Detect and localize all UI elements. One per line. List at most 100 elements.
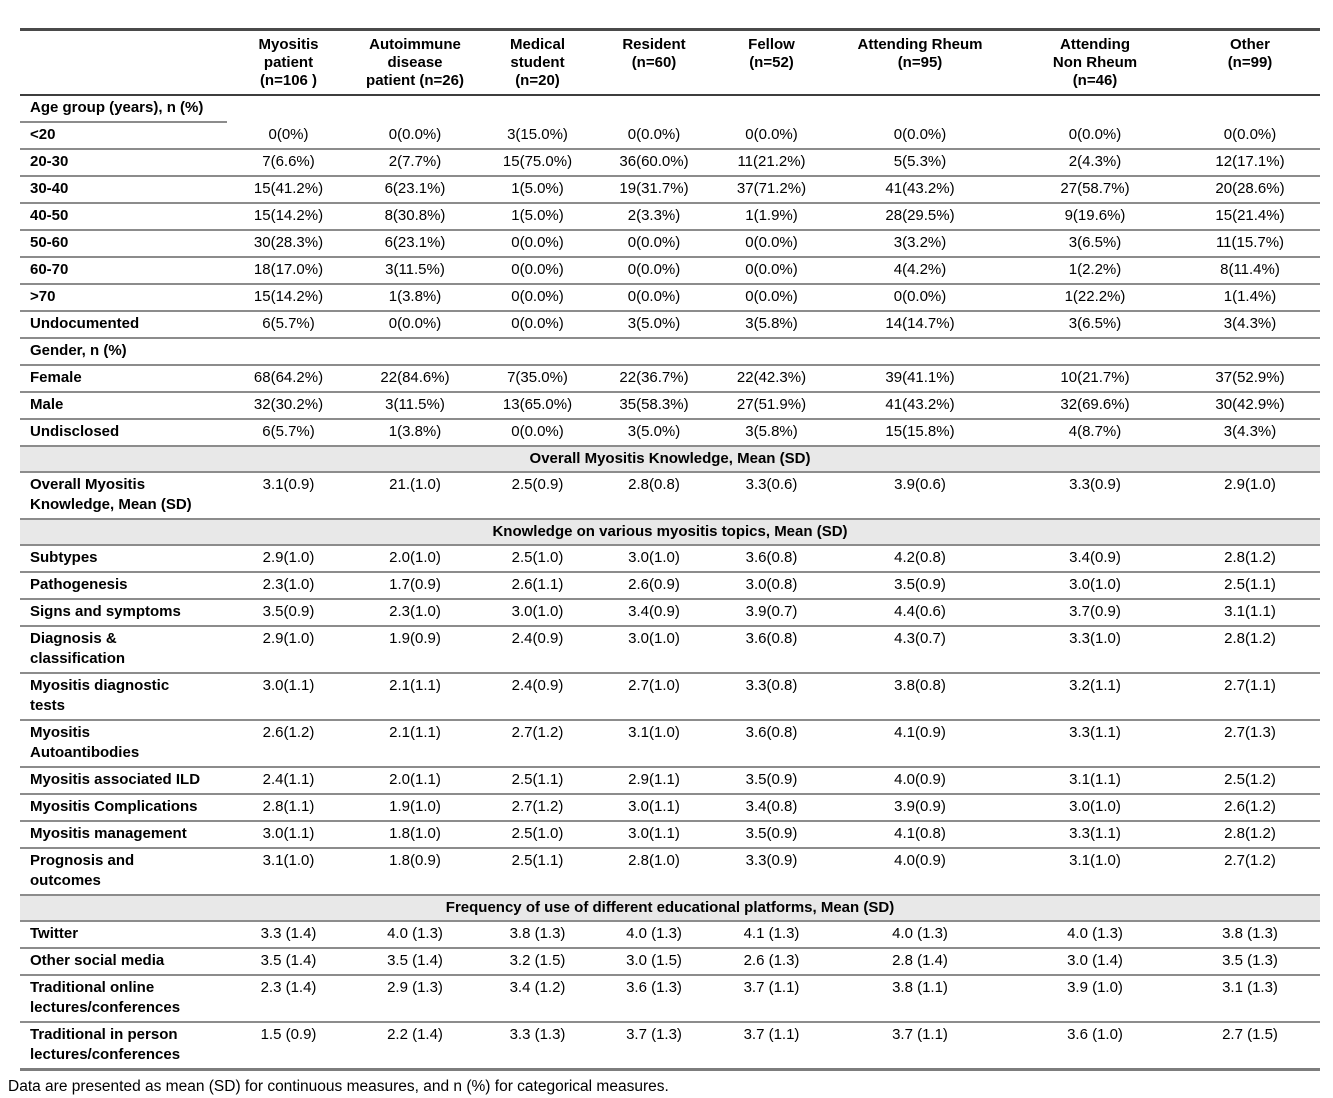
data-cell: 39(41.1%) <box>885 369 955 386</box>
data-cell: 4.1(0.9) <box>894 724 946 741</box>
empty-cell <box>713 339 830 344</box>
data-cell: 3.5 (1.4) <box>260 952 317 969</box>
data-cell: 3.0(1.0) <box>1069 576 1121 593</box>
row-label: Myositis management <box>30 825 187 842</box>
row-label: <20 <box>30 126 56 143</box>
data-cell: 4.4(0.6) <box>894 603 946 620</box>
table-row: Twitter 3.3 (1.4) 4.0 (1.3) 3.8 (1.3) 4.0 (1… <box>20 922 1320 949</box>
data-cell: 1(5.0%) <box>511 207 564 224</box>
row-label: >70 <box>30 288 56 305</box>
data-cell: 0(0.0%) <box>627 288 681 305</box>
data-cell: 1.5 (0.9) <box>260 1026 317 1043</box>
data-cell: 30(28.3%) <box>253 234 324 251</box>
data-cell: 3.7 (1.1) <box>743 979 800 996</box>
data-cell: 2.6(0.9) <box>628 576 680 593</box>
data-cell: 3.0 (1.4) <box>1067 952 1123 969</box>
data-cell: 2.0(1.0) <box>389 549 441 566</box>
data-cell: 1(1.4%) <box>1223 288 1277 305</box>
data-cell: 4.0 (1.3) <box>1067 925 1123 942</box>
row-label: Age group (years), n (%) <box>20 96 227 123</box>
data-cell: 2.4(1.1) <box>262 771 315 788</box>
row-label: 60-70 <box>30 261 69 278</box>
data-cell: 4(4.2%) <box>893 261 947 278</box>
data-cell: 2.3(1.0) <box>389 603 441 620</box>
row-label: Myositis diagnostic tests <box>30 677 170 714</box>
data-cell: 2.4(0.9) <box>511 677 564 694</box>
data-cell: 20(28.6%) <box>1215 180 1285 197</box>
empty-cell <box>595 96 713 101</box>
data-cell: 1(2.2%) <box>1068 261 1122 278</box>
data-cell: 2.8(1.0) <box>628 852 680 869</box>
data-cell: 8(11.4%) <box>1220 261 1280 278</box>
section-band: Overall Myositis Knowledge, Mean (SD) <box>20 447 1320 473</box>
data-cell: 4.3(0.7) <box>894 630 946 647</box>
data-cell: 2(4.3%) <box>1068 153 1122 170</box>
row-label: Other social media <box>30 952 165 969</box>
data-cell: 11(21.2%) <box>737 153 806 170</box>
row-label: 40-50 <box>30 207 69 224</box>
data-cell: 3.4(0.9) <box>628 603 680 620</box>
data-cell: 3.6 (1.0) <box>1067 1026 1123 1043</box>
data-cell: 3.3(1.1) <box>1069 724 1121 741</box>
data-cell: 2.8(1.1) <box>262 798 315 815</box>
data-cell: 1.9(1.0) <box>389 798 441 815</box>
data-cell: 3.3 (1.3) <box>509 1026 566 1043</box>
table-row: Myositis management 3.0(1.1) 1.8(1.0) 2.5(1… <box>20 822 1320 849</box>
table-row: Subtypes 2.9(1.0) 2.0(1.0) 2.5(1.0) 3.0(1.0)… <box>20 546 1320 573</box>
row-label: Subtypes <box>30 549 98 566</box>
data-cell: 2.5(0.9) <box>511 476 564 493</box>
data-cell: 2.6 (1.3) <box>743 952 800 969</box>
table-row: Myositis diagnostic tests 3.0(1.1) 2.1(1.1… <box>20 674 1320 721</box>
data-cell: 22(36.7%) <box>619 369 689 386</box>
data-cell: 3.8 (1.3) <box>509 925 566 942</box>
data-cell: 3.1(1.0) <box>628 724 680 741</box>
data-cell: 3.1(1.0) <box>1069 852 1121 869</box>
data-cell: 4.0 (1.3) <box>626 925 682 942</box>
data-cell: 1.8(1.0) <box>389 825 441 842</box>
data-cell: 3.0(1.1) <box>628 825 680 842</box>
data-cell: 14(14.7%) <box>885 315 955 332</box>
table-row: 20-30 7(6.6%) 2(7.7%) 15(75.0%) 36(60.0%) 11(… <box>20 150 1320 177</box>
empty-cell <box>1180 339 1320 344</box>
empty-cell <box>830 339 1010 344</box>
row-label: 30-40 <box>30 180 69 197</box>
table-row: Male 32(30.2%) 3(11.5%) 13(65.0%) 35(58.3%) 2… <box>20 393 1320 420</box>
data-cell: 3.4(0.9) <box>1069 549 1121 566</box>
data-cell: 2.9(1.0) <box>1224 476 1276 493</box>
empty-cell <box>713 96 830 101</box>
data-cell: 12(17.1%) <box>1215 153 1285 170</box>
data-cell: 1(5.0%) <box>511 180 564 197</box>
data-cell: 4.1 (1.3) <box>743 925 800 942</box>
data-cell: 2.7(1.2) <box>1224 852 1276 869</box>
data-cell: 3(3.2%) <box>893 234 947 251</box>
data-cell: 32(30.2%) <box>253 396 324 413</box>
data-cell: 0(0.0%) <box>511 288 564 305</box>
data-cell: 3.1(1.1) <box>1069 771 1121 788</box>
data-cell: 2(7.7%) <box>388 153 442 170</box>
row-label: Female <box>30 369 82 386</box>
table-row: Undocumented 6(5.7%) 0(0.0%) 0(0.0%) 3(5.0%)… <box>20 312 1320 339</box>
data-cell: 3(11.5%) <box>385 396 445 413</box>
data-cell: 6(5.7%) <box>262 423 315 440</box>
data-cell: 3.0 (1.5) <box>626 952 682 969</box>
row-label: Signs and symptoms <box>30 603 181 620</box>
data-cell: 4(8.7%) <box>1068 423 1122 440</box>
row-label: Traditional in person lectures/conferenc… <box>30 1026 181 1063</box>
data-cell: 1.9(0.9) <box>389 630 441 647</box>
data-cell: 27(51.9%) <box>736 396 807 413</box>
data-cell: 4.0(0.9) <box>894 771 946 788</box>
data-cell: 3.3(0.6) <box>745 476 798 493</box>
data-cell: 3.0(1.1) <box>262 825 315 842</box>
data-cell: 18(17.0%) <box>253 261 324 278</box>
row-label: Myositis associated ILD <box>30 771 201 788</box>
column-header: Myositis patient (n=106 ) <box>258 36 319 89</box>
section-band: Knowledge on various myositis topics, Me… <box>20 520 1320 546</box>
data-cell: 3.7(0.9) <box>1069 603 1121 620</box>
column-header: Resident (n=60) <box>622 36 686 71</box>
data-cell: 3.0(0.8) <box>745 576 798 593</box>
empty-cell <box>1180 96 1320 101</box>
data-cell: 3(5.0%) <box>627 423 681 440</box>
data-cell: 19(31.7%) <box>619 180 689 197</box>
data-cell: 2.5(1.2) <box>1224 771 1276 788</box>
